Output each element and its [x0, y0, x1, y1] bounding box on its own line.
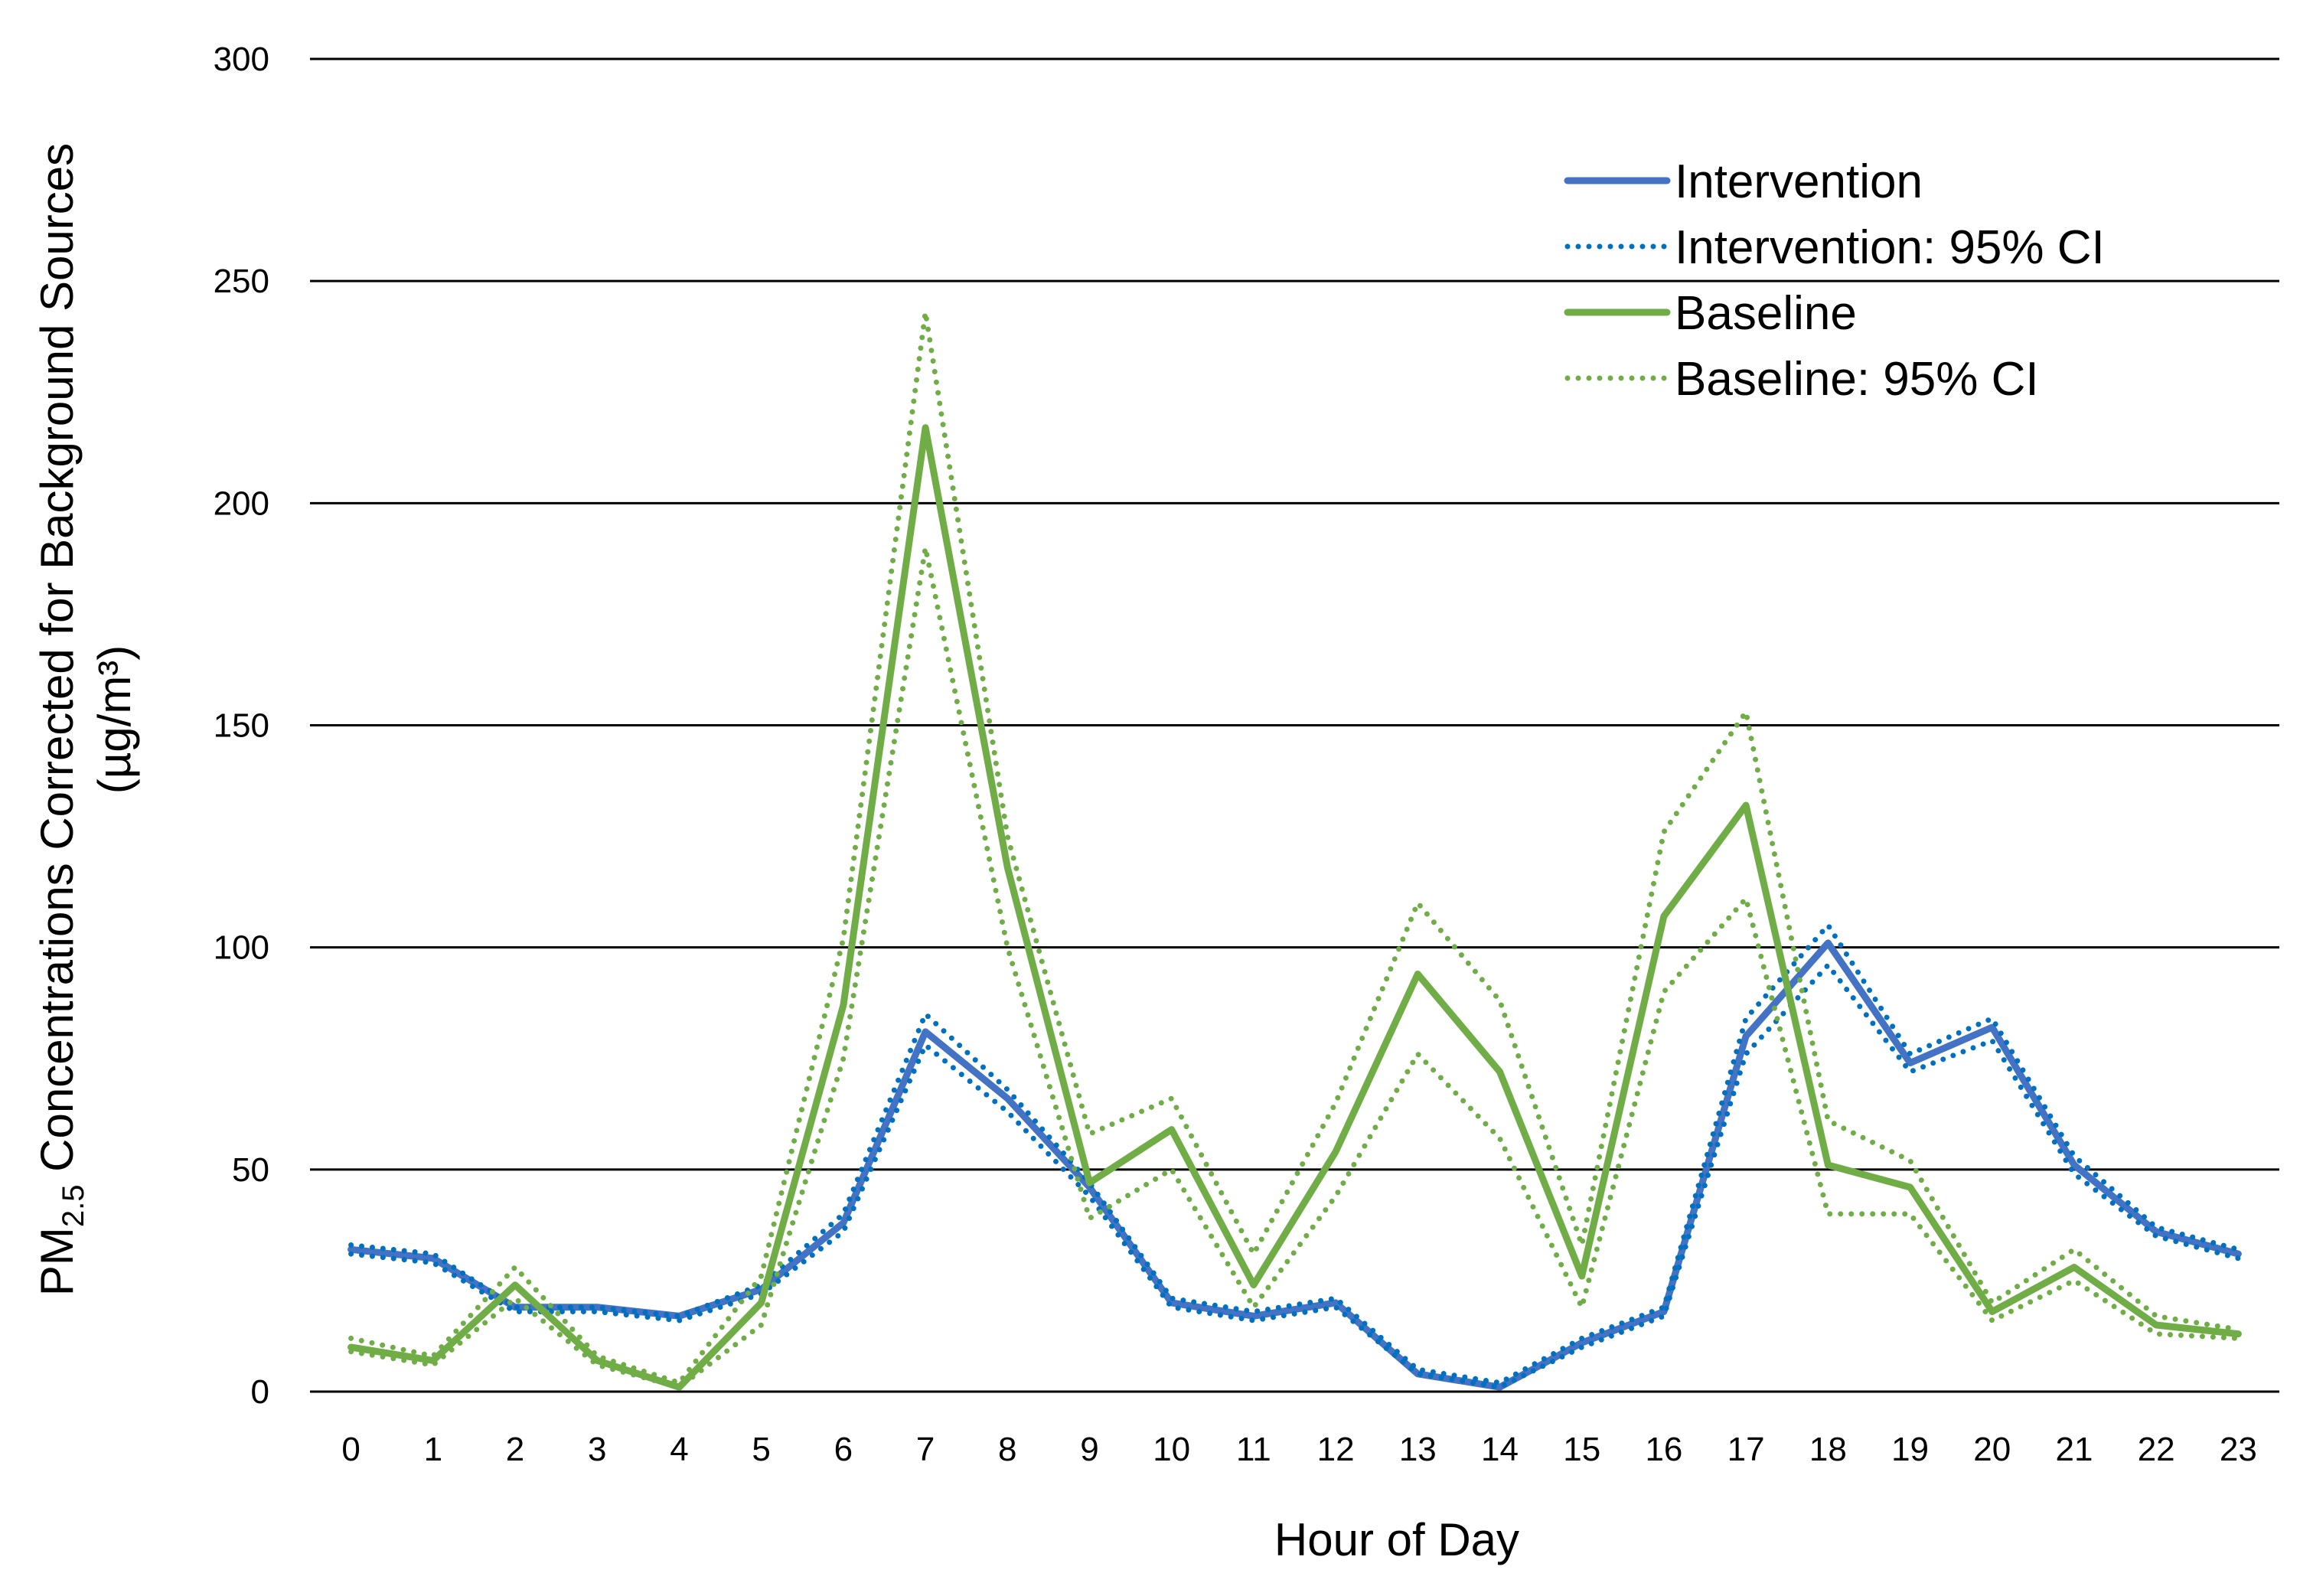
x-tick-label: 2	[506, 1431, 524, 1468]
series-layer	[347, 309, 2242, 1391]
intervention-95-ci-line-lower	[348, 962, 2241, 1390]
x-tick-label: 22	[2138, 1431, 2175, 1468]
x-tick-label: 20	[1973, 1431, 2011, 1468]
y-tick-label: 50	[232, 1151, 269, 1189]
y-tick-label: 0	[251, 1373, 269, 1411]
y-axis-title: PM2.5 Concentrations Corrected for Backg…	[31, 143, 140, 1296]
svg-text:PM2.5 Concentrations Corrected: PM2.5 Concentrations Corrected for Backg…	[31, 143, 90, 1296]
y-tick-label: 200	[214, 485, 269, 522]
x-axis-title: Hour of Day	[1274, 1514, 1519, 1565]
x-tick-label: 4	[670, 1431, 688, 1468]
x-tick-label: 1	[424, 1431, 442, 1468]
y-axis-title-rest: Concentrations Corrected for Background …	[31, 143, 83, 1185]
x-tick-label: 23	[2220, 1431, 2257, 1468]
x-tick-label: 12	[1317, 1431, 1355, 1468]
x-tick-labels: 0 1 2 3 4 5 6 7 8 9 10 11 12 13 14 15 16 17 18 19 20 21 22 23	[341, 1431, 2257, 1468]
baseline-line	[347, 424, 2242, 1391]
intervention-95-ci-line-upper	[348, 922, 2241, 1385]
y-axis-unit: (µg/m³)	[89, 645, 140, 795]
x-tick-label: 15	[1563, 1431, 1600, 1468]
x-tick-label: 7	[916, 1431, 935, 1468]
legend-label-intervention-95-ci: Intervention: 95% CI	[1675, 221, 2105, 274]
x-tick-label: 13	[1399, 1431, 1437, 1468]
y-tick-labels: 0 50 100 150 200 250 300	[214, 41, 269, 1411]
y-tick-label: 300	[214, 41, 269, 78]
x-tick-label: 0	[341, 1431, 360, 1468]
x-tick-label: 10	[1153, 1431, 1190, 1468]
x-tick-label: 16	[1645, 1431, 1682, 1468]
x-tick-label: 9	[1080, 1431, 1098, 1468]
x-tick-label: 5	[752, 1431, 770, 1468]
intervention-line	[347, 939, 2242, 1391]
baseline-95-ci-line-upper	[348, 309, 2241, 1385]
legend: Intervention Intervention: 95% CI Baseline…	[1564, 155, 2105, 406]
x-tick-label: 17	[1727, 1431, 1765, 1468]
x-tick-label: 11	[1236, 1431, 1271, 1468]
baseline-95-ci-line-lower	[348, 544, 2241, 1390]
gridlines	[310, 57, 2279, 1393]
y-axis-title-subscript: 2.5	[57, 1185, 90, 1228]
legend-label-baseline: Baseline	[1675, 287, 1857, 340]
x-tick-label: 6	[834, 1431, 853, 1468]
y-tick-label: 150	[214, 707, 269, 745]
y-axis-title-main: PM	[31, 1227, 83, 1296]
legend-label-baseline-95-ci: Baseline: 95% CI	[1675, 353, 2039, 406]
x-tick-label: 19	[1891, 1431, 1929, 1468]
x-tick-label: 21	[2056, 1431, 2093, 1468]
legend-label-intervention: Intervention	[1675, 155, 1923, 208]
x-tick-label: 14	[1481, 1431, 1519, 1468]
x-tick-label: 18	[1809, 1431, 1847, 1468]
x-tick-label: 3	[588, 1431, 606, 1468]
x-tick-label: 8	[998, 1431, 1016, 1468]
y-tick-label: 250	[214, 263, 269, 300]
y-tick-label: 100	[214, 929, 269, 967]
